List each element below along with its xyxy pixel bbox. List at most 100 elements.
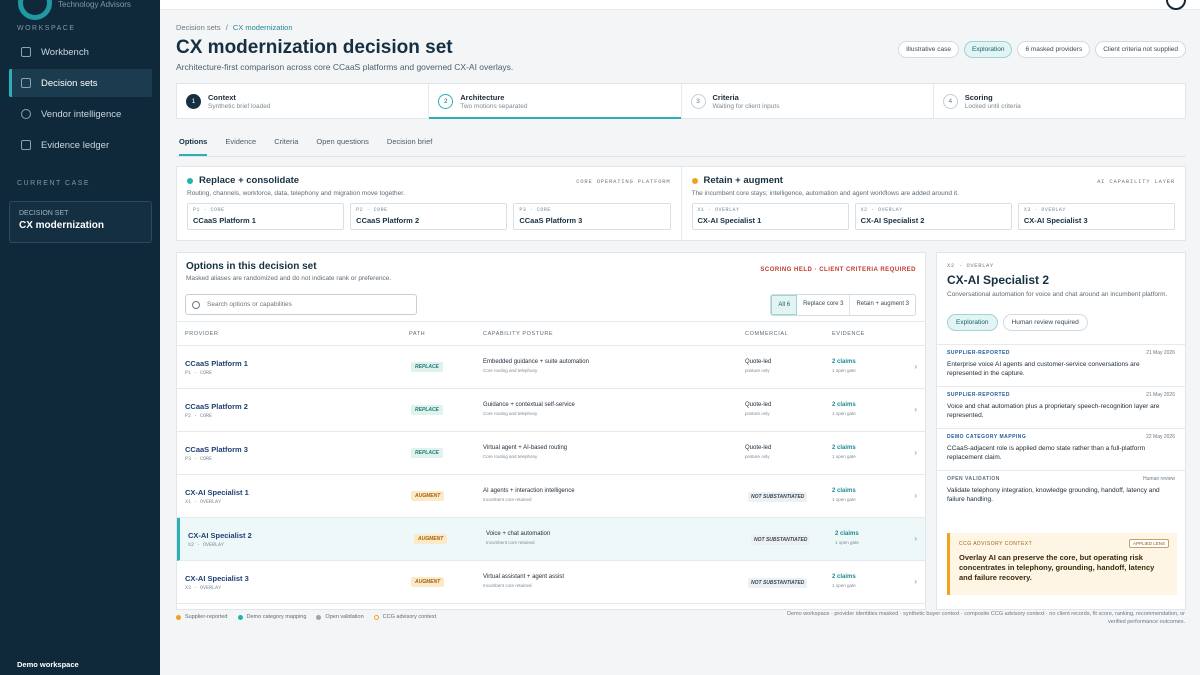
commercial: Quote-led xyxy=(745,445,772,451)
provider-name[interactable]: CCaaS Platform 1 xyxy=(185,359,248,368)
avatar[interactable] xyxy=(1166,0,1186,10)
evidence-claims[interactable]: 2 claims xyxy=(832,445,856,451)
provider-name[interactable]: CX-AI Specialist 2 xyxy=(188,531,252,540)
step-architecture[interactable]: 2 Architecture Two motions separated xyxy=(429,84,682,119)
step-context[interactable]: 1 Context Synthetic brief loaded xyxy=(177,84,430,118)
evidence-item[interactable]: OPEN VALIDATION Human review Validate tele… xyxy=(937,470,1185,515)
capability-detail: Core routing and telephony xyxy=(483,454,538,459)
table-row[interactable]: CCaaS Platform 1 P1 · CORE REPLACE Embedded… xyxy=(177,346,925,389)
path-filter: All 6 Replace core 3 Retain + augment 3 xyxy=(770,294,916,316)
provider-chip[interactable]: X2 · OVERLAY CX-AI Specialist 2 xyxy=(854,203,1012,230)
evidence-item[interactable]: DEMO CATEGORY MAPPING 22 May 2026 CCaaS-ad… xyxy=(937,428,1185,470)
step-number: 4 xyxy=(942,93,958,109)
evidence-text: Enterprise voice AI agents and customer-… xyxy=(947,361,1140,377)
evidence-claims[interactable]: 2 claims xyxy=(832,359,856,365)
options-title: Options in this decision set xyxy=(186,261,317,272)
sidebar-item-vendor-intelligence[interactable]: Vendor intelligence xyxy=(9,100,152,128)
user-icon xyxy=(21,109,31,119)
commercial: Quote-led xyxy=(745,402,772,408)
step-title: Architecture xyxy=(460,92,505,102)
brand-tagline: Technology Advisors xyxy=(58,0,131,9)
provider-chip[interactable]: P1 · CORE CCaaS Platform 1 xyxy=(187,203,345,230)
strategy-title: Retain + augment xyxy=(703,175,783,186)
breadcrumb-parent[interactable]: Decision sets xyxy=(176,23,221,32)
evidence-date: 21 May 2026 xyxy=(1146,392,1175,398)
path-badge: REPLACE xyxy=(411,405,443,415)
table-row[interactable]: CX-AI Specialist 2 X2 · OVERLAY AUGMENT Voi… xyxy=(177,518,925,561)
detail-panel: X2 · OVERLAY CX-AI Specialist 2 Conversa… xyxy=(936,252,1186,610)
brand-logo[interactable] xyxy=(18,0,52,20)
provider-chip[interactable]: X1 · OVERLAY CX-AI Specialist 1 xyxy=(691,203,849,230)
path-badge: AUGMENT xyxy=(411,577,445,587)
tab-criteria[interactable]: Criteria xyxy=(274,137,299,146)
provider-name[interactable]: CCaaS Platform 2 xyxy=(185,402,248,411)
path-badge: AUGMENT xyxy=(411,491,445,501)
detail-stage-pill: Exploration xyxy=(947,314,998,331)
chevron-right-icon[interactable]: › xyxy=(914,534,917,543)
sidebar-item-evidence-ledger[interactable]: Evidence ledger xyxy=(9,131,152,159)
strategy-desc: Routing, channels, workforce, data, tele… xyxy=(187,190,405,197)
evidence-claims[interactable]: 2 claims xyxy=(832,574,856,580)
search-box[interactable] xyxy=(185,294,417,315)
provider-name[interactable]: CCaaS Platform 3 xyxy=(185,445,248,454)
strategy-desc: The incumbent core stays; intelligence, … xyxy=(691,190,959,197)
chevron-right-icon[interactable]: › xyxy=(914,405,917,414)
provider-name[interactable]: CX-AI Specialist 1 xyxy=(185,488,249,497)
tab-options[interactable]: Options xyxy=(179,131,208,156)
legend-label: CCG advisory context xyxy=(382,614,437,620)
sidebar-item-decision-sets[interactable]: Decision sets xyxy=(9,69,152,97)
tab-decision-brief[interactable]: Decision brief xyxy=(386,137,433,146)
chip-name: CCaaS Platform 1 xyxy=(193,216,256,225)
ledger-icon xyxy=(21,140,31,150)
table-row[interactable]: CX-AI Specialist 3 X3 · OVERLAY AUGMENT Vir… xyxy=(177,561,925,604)
filter-replace[interactable]: Replace core 3 xyxy=(797,295,851,315)
step-scoring[interactable]: 4 Scoring Locked until criteria xyxy=(934,84,1185,118)
chevron-right-icon[interactable]: › xyxy=(914,362,917,371)
filter-all[interactable]: All 6 xyxy=(771,295,798,315)
filter-augment[interactable]: Retain + augment 3 xyxy=(856,301,909,307)
breadcrumb-current: CX modernization xyxy=(232,23,293,32)
sidebar-item-workbench[interactable]: Workbench xyxy=(9,38,152,66)
chip-name: CX-AI Specialist 3 xyxy=(1023,216,1088,225)
evidence-claims[interactable]: 2 claims xyxy=(832,488,856,494)
provider-chip[interactable]: P3 · CORE CCaaS Platform 3 xyxy=(513,203,671,230)
provider-code: P3 · CORE xyxy=(185,456,213,462)
step-title: Context xyxy=(208,92,236,102)
evidence-claims[interactable]: 2 claims xyxy=(832,402,856,408)
chevron-right-icon[interactable]: › xyxy=(914,577,917,586)
tab-evidence[interactable]: Evidence xyxy=(225,137,257,146)
current-case-card[interactable]: DECISION SET CX modernization xyxy=(9,201,152,243)
grid-icon xyxy=(21,47,31,57)
table-row[interactable]: CX-AI Specialist 1 X1 · OVERLAY AUGMENT AI … xyxy=(177,475,925,518)
evidence-item[interactable]: SUPPLIER-REPORTED 21 May 2026 Enterprise v… xyxy=(937,344,1185,386)
col-evidence: EVIDENCE xyxy=(832,331,865,337)
col-commercial: COMMERCIAL xyxy=(745,331,789,337)
step-criteria[interactable]: 3 Criteria Waiting for client inputs xyxy=(682,84,934,118)
provider-chip[interactable]: P2 · CORE CCaaS Platform 2 xyxy=(350,203,508,230)
chevron-right-icon[interactable]: › xyxy=(914,448,917,457)
legend-dot-icon xyxy=(373,614,379,620)
search-input[interactable] xyxy=(207,301,407,308)
chip-code: X3 · OVERLAY xyxy=(1023,207,1066,213)
legend: Supplier-reported Demo category mapping … xyxy=(176,614,436,620)
evidence-claims[interactable]: 2 claims xyxy=(835,531,859,537)
detail-title: CX-AI Specialist 2 xyxy=(947,273,1050,287)
chip-code: X2 · OVERLAY xyxy=(860,207,903,213)
capability-detail: Incumbent core retained xyxy=(486,540,535,545)
table-header: PROVIDER PATH CAPABILITY POSTURE COMMERC… xyxy=(177,321,925,346)
table-row[interactable]: CCaaS Platform 2 P2 · CORE REPLACE Guidance… xyxy=(177,389,925,432)
sidebar-item-label: Decision sets xyxy=(41,77,98,89)
advisory-callout: CCG ADVISORY CONTEXT APPLIED LENS Overla… xyxy=(947,533,1177,595)
provider-name[interactable]: CX-AI Specialist 3 xyxy=(185,574,249,583)
chevron-right-icon[interactable]: › xyxy=(914,491,917,500)
tab-open-questions[interactable]: Open questions xyxy=(316,137,369,146)
evidence-date: 22 May 2026 xyxy=(1146,434,1175,440)
legend-label: Supplier-reported xyxy=(185,614,228,620)
table-row[interactable]: CCaaS Platform 3 P3 · CORE REPLACE Virtual … xyxy=(177,432,925,475)
evidence-item[interactable]: SUPPLIER-REPORTED 21 May 2026 Voice and ch… xyxy=(937,386,1185,428)
commercial-detail: posture only xyxy=(745,454,770,459)
provider-chip[interactable]: X3 · OVERLAY CX-AI Specialist 3 xyxy=(1017,203,1176,230)
provider-code: P1 · CORE xyxy=(185,370,213,376)
evidence-kind: SUPPLIER-REPORTED xyxy=(947,350,1010,356)
step-sub: Two motions separated xyxy=(460,102,528,110)
